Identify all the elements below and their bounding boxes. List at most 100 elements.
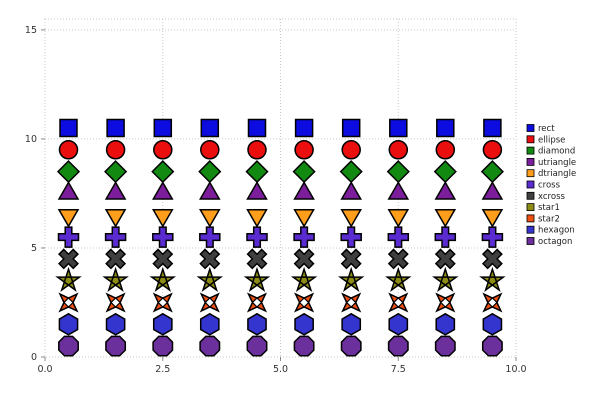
marker-star2: [388, 292, 409, 313]
marker-hexagon: [482, 312, 503, 336]
marker-hexagon: [58, 312, 79, 336]
legend-item-xcross: xcross: [526, 191, 565, 202]
marker-diamond: [433, 160, 457, 184]
marker-star1: [432, 266, 459, 292]
legend-swatch-cross: [526, 180, 535, 189]
marker-star1: [243, 266, 271, 292]
marker-xcross: [340, 248, 362, 270]
marker-cross: [340, 226, 362, 248]
legend-item-utriangle: utriangle: [526, 158, 576, 168]
legend-label: diamond: [538, 147, 575, 157]
marker-ellipse: [341, 140, 361, 160]
marker-rect: [294, 118, 314, 138]
legend-label: xcross: [538, 192, 565, 202]
marker-cross: [481, 226, 504, 248]
marker-dtriangle: [104, 209, 127, 228]
marker-cross: [387, 226, 410, 248]
marker-ellipse: [294, 140, 314, 160]
marker-star1: [149, 266, 177, 292]
marker-star1: [290, 266, 318, 292]
marker-star2: [152, 292, 173, 313]
legend-item-star1: star1: [526, 203, 560, 213]
y-tick-label: 15: [25, 25, 37, 36]
marker-cross: [152, 226, 174, 248]
marker-utriangle: [246, 180, 268, 200]
marker-hexagon: [105, 312, 126, 336]
marker-octagon: [246, 335, 268, 357]
marker-dtriangle: [434, 209, 457, 228]
x-tick-label: 0.0: [37, 364, 52, 375]
marker-rect: [389, 118, 408, 138]
legend-item-hexagon: hexagon: [526, 225, 575, 236]
marker-utriangle: [481, 180, 504, 200]
marker-diamond: [480, 160, 504, 184]
marker-ellipse: [153, 140, 173, 160]
marker-ellipse: [200, 140, 220, 160]
marker-rect: [200, 118, 220, 138]
marker-star2: [58, 292, 79, 313]
marker-star1: [337, 266, 365, 292]
marker-octagon: [340, 335, 362, 357]
marker-utriangle: [387, 180, 410, 200]
marker-utriangle: [199, 180, 221, 200]
marker-xcross: [105, 248, 127, 270]
marker-star2: [105, 292, 126, 313]
marker-utriangle: [293, 180, 315, 200]
legend-label: star2: [538, 214, 560, 224]
marker-diamond: [56, 160, 81, 184]
marker-star2: [482, 292, 503, 313]
legend-item-octagon: octagon: [526, 237, 572, 247]
marker-octagon: [58, 335, 79, 357]
legend-swatch-hexagon: [526, 225, 535, 234]
legend-label: dtriangle: [538, 169, 576, 179]
legend-swatch-xcross: [526, 191, 535, 200]
marker-hexagon: [341, 312, 362, 336]
x-tick-label: 5.0: [273, 364, 288, 375]
marker-star2: [294, 292, 315, 313]
marker-ellipse: [388, 140, 409, 160]
marker-utriangle: [152, 180, 174, 200]
marker-hexagon: [247, 312, 267, 336]
marker-ellipse: [58, 140, 79, 160]
marker-xcross: [434, 248, 456, 270]
marker-hexagon: [435, 312, 456, 336]
legend-swatch-star1: [526, 203, 535, 212]
marker-star2: [246, 292, 268, 313]
marker-diamond: [104, 160, 128, 184]
marker-octagon: [105, 335, 127, 357]
marker-star2: [435, 292, 456, 313]
marker-diamond: [151, 160, 175, 184]
marker-hexagon: [294, 312, 314, 336]
legend-item-star2: star2: [526, 214, 560, 224]
marker-octagon: [387, 335, 409, 357]
legend-label: star1: [538, 203, 560, 213]
marker-ellipse: [247, 140, 267, 160]
x-tick-label: 7.5: [391, 364, 406, 375]
marker-rect: [106, 118, 125, 138]
marker-rect: [341, 118, 361, 138]
marker-rect: [59, 118, 78, 138]
marker-hexagon: [152, 312, 173, 336]
legend-item-dtriangle: dtriangle: [526, 169, 576, 179]
marker-star1: [55, 266, 82, 292]
legend-item-diamond: diamond: [526, 147, 575, 157]
marker-hexagon: [388, 312, 409, 336]
marker-dtriangle: [293, 209, 315, 228]
legend-label: utriangle: [538, 158, 576, 168]
marker-dtriangle: [387, 209, 410, 228]
marker-cross: [199, 226, 221, 248]
legend-label: cross: [538, 181, 561, 191]
marker-utriangle: [340, 180, 362, 200]
legend-item-cross: cross: [526, 180, 561, 191]
marker-diamond: [386, 160, 410, 184]
marker-rect: [247, 118, 267, 138]
marker-xcross: [481, 248, 503, 270]
marker-xcross: [152, 248, 174, 270]
marker-cross: [246, 226, 268, 248]
marker-xcross: [246, 248, 268, 270]
legend-label: rect: [538, 124, 555, 134]
marker-star1: [479, 266, 506, 292]
marker-utriangle: [57, 180, 80, 200]
marker-diamond: [198, 160, 222, 184]
